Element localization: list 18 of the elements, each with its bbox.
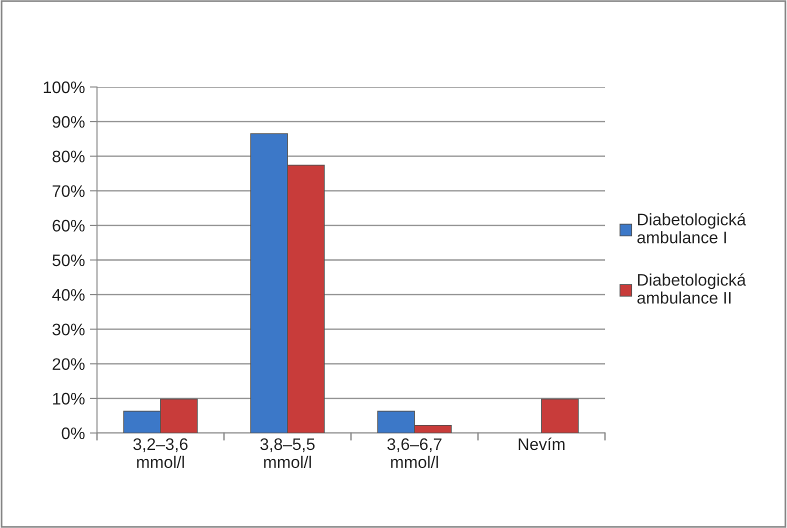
legend-label: Diabetologická ambulance I — [637, 212, 746, 244]
y-tick-label: 0% — [62, 427, 85, 440]
x-tick-label: 3,6–6,7 mmol/l — [387, 438, 442, 468]
y-tick-label: 60% — [52, 220, 85, 232]
x-tick-label: 3,8–5,5 mmol/l — [260, 438, 315, 468]
y-tick-label: 40% — [52, 289, 85, 301]
y-tick-label: 70% — [52, 185, 85, 198]
y-tick-label: 90% — [52, 116, 85, 128]
y-tick-label: 20% — [52, 358, 85, 370]
y-tick-label: 80% — [52, 150, 85, 162]
y-tick-label: 100% — [44, 81, 85, 94]
y-tick-label: 50% — [52, 254, 85, 266]
y-tick-label: 10% — [53, 392, 85, 405]
bar — [541, 398, 579, 433]
x-tick-label: Nevím — [518, 438, 564, 450]
legend-label: Diabetologická ambulance II — [637, 273, 746, 304]
x-tick-label: 3,2–3,6 mmol/l — [133, 438, 188, 468]
y-tick-label: 30% — [52, 324, 85, 336]
